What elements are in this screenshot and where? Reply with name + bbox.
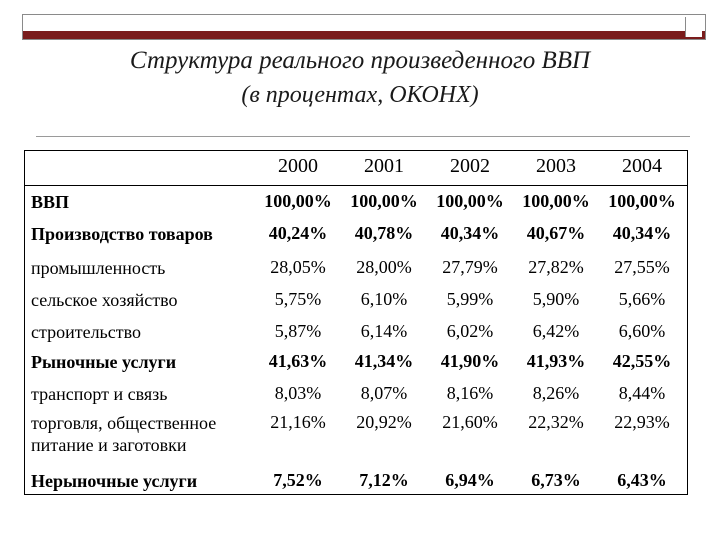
row-label: транспорт и связь	[31, 384, 168, 404]
table-cell: 21,16%	[270, 412, 326, 432]
table-cell: 41,93%	[526, 351, 586, 371]
divider-line	[36, 136, 690, 137]
table-cell: 8,26%	[532, 383, 580, 403]
table-cell: 28,05%	[270, 257, 326, 277]
table-cell: 28,00%	[356, 257, 412, 277]
table-cell: 41,63%	[268, 351, 328, 371]
table-cell: 6,94%	[445, 470, 495, 490]
table-cell: 6,42%	[532, 321, 580, 341]
year-header-2003: 2003	[536, 155, 576, 177]
table-cell: 27,79%	[442, 257, 498, 277]
year-header-2004: 2004	[622, 155, 662, 177]
table-cell: 22,32%	[528, 412, 584, 432]
row-label: промышленность	[31, 258, 166, 278]
header-bar-square	[685, 17, 702, 37]
table-cell: 5,87%	[274, 321, 322, 341]
table-cell: 41,90%	[440, 351, 500, 371]
header-bar-stripe	[23, 31, 705, 39]
table-cell: 27,55%	[614, 257, 670, 277]
table-cell: 6,73%	[531, 470, 581, 490]
table-cell: 5,90%	[532, 289, 580, 309]
table-cell: 22,93%	[614, 412, 670, 432]
year-header-row	[24, 150, 688, 186]
table-cell: 6,02%	[446, 321, 494, 341]
row-label: сельское хозяйство	[31, 290, 178, 310]
table-cell: 6,43%	[617, 470, 667, 490]
row-label: Производство товаров	[31, 224, 213, 244]
table-cell: 40,34%	[612, 223, 672, 243]
table-cell: 5,75%	[274, 289, 322, 309]
slide-title: Структура реального произведенного ВВП	[129, 47, 591, 74]
year-header-2001: 2001	[364, 155, 404, 177]
table-cell: 40,34%	[440, 223, 500, 243]
table-cell: 100,00%	[350, 191, 418, 211]
table-cell: 6,14%	[360, 321, 408, 341]
table-cell: 40,67%	[526, 223, 586, 243]
table-cell: 7,52%	[273, 470, 323, 490]
table-cell: 100,00%	[608, 191, 676, 211]
table-cell: 6,10%	[360, 289, 408, 309]
table-cell: 8,03%	[274, 383, 322, 403]
table-cell: 8,16%	[446, 383, 494, 403]
slide-header-bar	[22, 14, 706, 40]
table-cell: 7,12%	[359, 470, 409, 490]
table-cell: 5,99%	[446, 289, 494, 309]
table-cell: 5,66%	[618, 289, 666, 309]
gdp-structure-table	[24, 150, 688, 495]
table-cell: 21,60%	[442, 412, 498, 432]
table-cell: 20,92%	[356, 412, 412, 432]
year-header-2002: 2002	[450, 155, 490, 177]
table-cell: 42,55%	[612, 351, 672, 371]
table-cell: 27,82%	[528, 257, 584, 277]
table-cell: 41,34%	[354, 351, 414, 371]
row-label: Рыночные услуги	[31, 352, 177, 372]
slide-subtitle: (в процентах, ОКОНХ)	[241, 82, 479, 108]
table-cell: 100,00%	[264, 191, 332, 211]
table-cell: 8,44%	[618, 383, 666, 403]
row-label: торговля, общественное питание и заготов…	[31, 413, 217, 455]
table-cell: 40,24%	[268, 223, 328, 243]
row-label: ВВП	[31, 192, 70, 212]
row-label: строительство	[31, 322, 141, 342]
table-cell: 6,60%	[618, 321, 666, 341]
year-header-2000: 2000	[278, 155, 318, 177]
table-cell: 8,07%	[360, 383, 408, 403]
table-cell: 40,78%	[354, 223, 414, 243]
table-cell: 100,00%	[522, 191, 590, 211]
row-label: Нерыночные услуги	[31, 471, 198, 491]
table-cell: 100,00%	[436, 191, 504, 211]
